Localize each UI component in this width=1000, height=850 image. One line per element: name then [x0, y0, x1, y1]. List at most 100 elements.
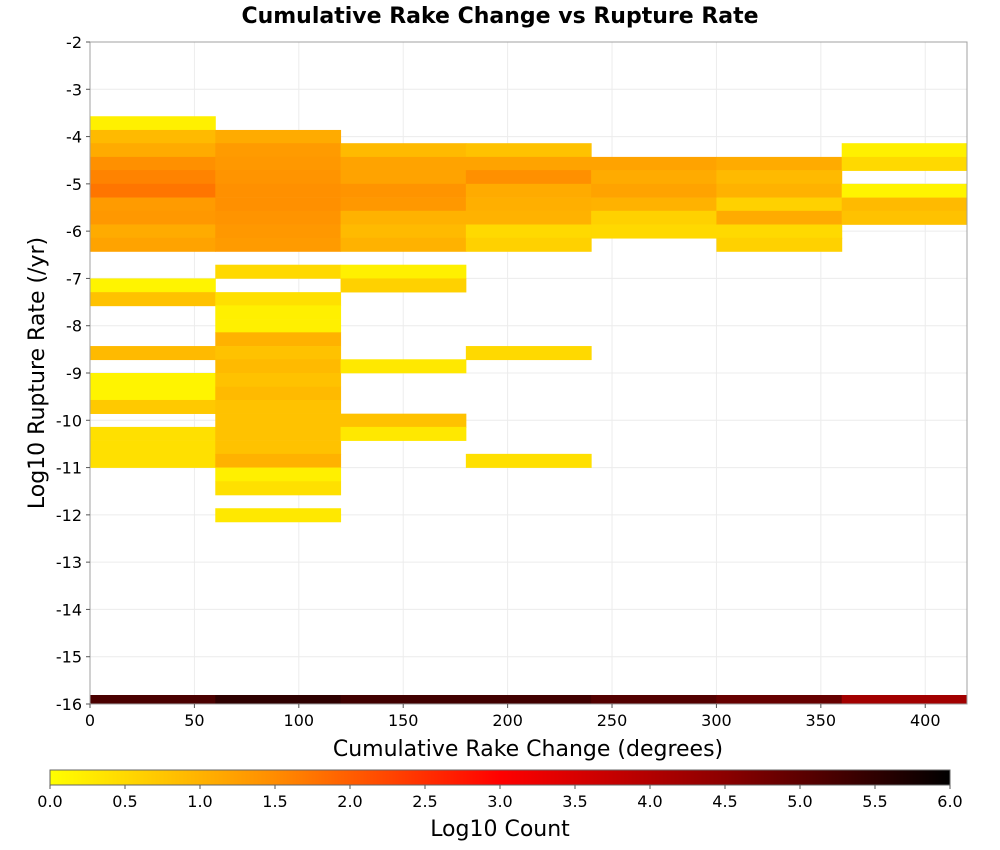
colorbar-tick-label: 1.5 [262, 792, 287, 811]
heatmap-cell [340, 197, 467, 212]
heatmap-cell [340, 237, 467, 252]
heatmap-cell [215, 183, 342, 198]
x-tick-label: 0 [85, 711, 95, 730]
y-axis-label: Log10 Rupture Rate (/yr) [25, 237, 50, 509]
heatmap-cell [215, 695, 342, 704]
heatmap-cell [215, 346, 342, 361]
heatmap-cell [591, 695, 717, 704]
heatmap-cell [90, 183, 216, 198]
heatmap-cell [90, 170, 216, 185]
heatmap-cell [90, 386, 216, 401]
heatmap-cell [215, 210, 342, 225]
heatmap-cell [215, 453, 342, 468]
heatmap-cell [340, 264, 467, 279]
y-tick-label: -9 [66, 364, 82, 383]
heatmap-cell [591, 156, 717, 171]
heatmap-cell [215, 373, 342, 388]
heatmap-cell [591, 183, 717, 198]
heatmap-cell [90, 156, 216, 171]
y-tick-label: -5 [66, 175, 82, 194]
heatmap-cell [215, 156, 342, 171]
heatmap-cell [340, 170, 467, 185]
y-tick-label: -11 [56, 459, 82, 478]
heatmap-cell [716, 210, 843, 225]
y-tick-label: -8 [66, 317, 82, 336]
heatmap-cell [716, 156, 843, 171]
heatmap-cell [215, 170, 342, 185]
heatmap-cells [90, 116, 968, 704]
heatmap-cell [841, 695, 968, 704]
heatmap-cell [90, 399, 216, 414]
heatmap-cell [215, 467, 342, 482]
colorbar-tick-label: 3.5 [562, 792, 587, 811]
colorbar-tick-label: 5.5 [862, 792, 887, 811]
heatmap-cell [90, 143, 216, 158]
heatmap-cell [90, 278, 216, 293]
heatmap-cell [215, 224, 342, 239]
heatmap-cell [340, 426, 467, 441]
heatmap-cell [841, 156, 968, 171]
heatmap-cell [215, 305, 342, 320]
chart-title: Cumulative Rake Change vs Rupture Rate [241, 4, 758, 29]
heatmap-cell [465, 224, 592, 239]
heatmap-cell [90, 116, 216, 131]
heatmap-cell [591, 224, 717, 239]
heatmap-cell [90, 197, 216, 212]
heatmap-cell [465, 156, 592, 171]
colorbar-label: Log10 Count [430, 817, 570, 842]
heatmap-cell [90, 129, 216, 144]
colorbar-tick-label: 4.0 [637, 792, 662, 811]
colorbar-tick-label: 4.5 [712, 792, 737, 811]
heatmap-cell [716, 237, 843, 252]
colorbar-tick-label: 6.0 [937, 792, 962, 811]
heatmap-cell [716, 183, 843, 198]
heatmap-cell [90, 292, 216, 307]
heatmap-cell [465, 453, 592, 468]
y-tick-label: -13 [56, 553, 82, 572]
heatmap-cell [215, 264, 342, 279]
heatmap-cell [215, 413, 342, 428]
colorbar-tick-label: 1.0 [187, 792, 212, 811]
heatmap-cell [215, 386, 342, 401]
heatmap-cell [215, 399, 342, 414]
x-tick-label: 100 [284, 711, 315, 730]
y-tick-label: -16 [56, 695, 82, 714]
heatmap-cell [215, 481, 342, 496]
y-tick-label: -12 [56, 506, 82, 525]
heatmap-cell [591, 170, 717, 185]
heatmap-cell [340, 156, 467, 171]
y-tick-label: -14 [56, 600, 82, 619]
heatmap-cell [90, 695, 216, 704]
heatmap-cell [215, 508, 342, 523]
heatmap-cell [340, 359, 467, 374]
colorbar [49, 769, 951, 786]
heatmap-cell [215, 440, 342, 455]
heatmap-cell [716, 224, 843, 239]
colorbar-tick-label: 2.5 [412, 792, 437, 811]
x-axis-label: Cumulative Rake Change (degrees) [333, 737, 723, 762]
heatmap-cell [340, 278, 467, 293]
heatmap-cell [591, 197, 717, 212]
heatmap-cell [90, 346, 216, 361]
heatmap-cell [841, 197, 968, 212]
y-tick-label: -3 [66, 80, 82, 99]
heatmap-cell [215, 129, 342, 144]
heatmap-cell [90, 426, 216, 441]
y-tick-label: -2 [66, 33, 82, 52]
y-tick-label: -7 [66, 269, 82, 288]
heatmap-cell [90, 224, 216, 239]
x-axis-ticks: 0 50 100 150 200 250 300 350 400 [85, 704, 941, 730]
colorbar-tick-label: 2.0 [337, 792, 362, 811]
y-tick-label: -4 [66, 128, 82, 147]
heatmap-cell [465, 237, 592, 252]
x-tick-label: 150 [388, 711, 419, 730]
x-tick-label: 350 [806, 711, 837, 730]
heatmap-cell [90, 210, 216, 225]
x-tick-label: 50 [184, 711, 204, 730]
heatmap-cell [465, 210, 592, 225]
colorbar-tick-label: 3.0 [487, 792, 512, 811]
colorbar-ticks: 0.0 0.5 1.0 1.5 2.0 2.5 3.0 3.5 4.0 4.5 5.0 5.5 6.0 [37, 785, 963, 811]
heatmap-cell [340, 183, 467, 198]
heatmap-cell [841, 183, 968, 198]
